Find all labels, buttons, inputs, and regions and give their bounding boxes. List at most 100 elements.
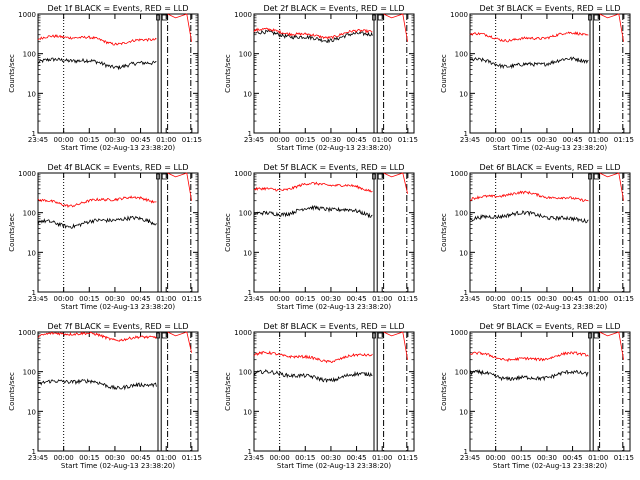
x-tick-label: 01:00 bbox=[588, 136, 608, 144]
panel-2: Det 2f BLACK = Events, RED = LLD 1 10 100 10… bbox=[224, 4, 418, 152]
y-tick-label: 1 bbox=[32, 448, 36, 456]
lld-series bbox=[469, 351, 589, 363]
x-tick-label: 00:30 bbox=[321, 136, 341, 144]
y-axis-label: Counts/sec bbox=[8, 372, 16, 411]
x-tick-label: 00:15 bbox=[295, 136, 315, 144]
x-tick-label: 00:30 bbox=[537, 295, 557, 303]
y-tick-label: 100 bbox=[239, 51, 252, 59]
x-tick-label: 01:00 bbox=[588, 454, 608, 462]
y-tick-label: 1000 bbox=[234, 11, 252, 19]
y-tick-label: 1 bbox=[32, 130, 36, 138]
x-axis-label: Start Time (02-Aug-13 23:38:20) bbox=[277, 144, 391, 152]
y-axis-label: Counts/sec bbox=[440, 213, 448, 252]
x-tick-label: 01:00 bbox=[156, 295, 176, 303]
x-tick-label: 23:45 bbox=[244, 454, 264, 462]
x-tick-label: 23:45 bbox=[460, 454, 480, 462]
x-tick-label: 00:15 bbox=[79, 454, 99, 462]
lld-spike bbox=[383, 13, 408, 42]
lld-series bbox=[469, 31, 589, 43]
x-tick-label: 00:15 bbox=[511, 295, 531, 303]
x-tick-label: 00:15 bbox=[79, 295, 99, 303]
events-series bbox=[37, 378, 157, 391]
panel-title: Det 8f BLACK = Events, RED = LLD bbox=[263, 322, 404, 331]
x-tick-label: 00:00 bbox=[270, 454, 290, 462]
x-tick-label: 00:45 bbox=[346, 295, 366, 303]
y-tick-label: 1000 bbox=[450, 11, 468, 19]
events-series bbox=[469, 56, 589, 70]
x-tick-label: 00:00 bbox=[270, 136, 290, 144]
panel-title: Det 9f BLACK = Events, RED = LLD bbox=[479, 322, 620, 331]
x-tick-label: 00:15 bbox=[511, 454, 531, 462]
lld-spike bbox=[599, 172, 624, 201]
y-axis-label: Counts/sec bbox=[224, 213, 232, 252]
bar-cap-left bbox=[588, 173, 592, 180]
x-tick-label: 00:45 bbox=[346, 136, 366, 144]
y-tick-label: 1000 bbox=[450, 329, 468, 337]
bar-cap-left bbox=[588, 332, 592, 339]
x-tick-label: 00:00 bbox=[54, 454, 74, 462]
x-tick-label: 01:00 bbox=[372, 454, 392, 462]
panel-title: Det 3f BLACK = Events, RED = LLD bbox=[479, 4, 620, 13]
y-axis-label: Counts/sec bbox=[224, 372, 232, 411]
panel-5: Det 5f BLACK = Events, RED = LLD 1 10 100 10… bbox=[224, 163, 418, 311]
y-axis-label: Counts/sec bbox=[224, 54, 232, 93]
y-axis-label: Counts/sec bbox=[440, 54, 448, 93]
x-tick-label: 00:30 bbox=[105, 295, 125, 303]
x-tick-label: 00:15 bbox=[295, 295, 315, 303]
panel-title: Det 4f BLACK = Events, RED = LLD bbox=[47, 163, 188, 172]
lld-series bbox=[253, 350, 373, 364]
y-axis-label: Counts/sec bbox=[8, 213, 16, 252]
panel-title: Det 5f BLACK = Events, RED = LLD bbox=[263, 163, 404, 172]
y-tick-label: 10 bbox=[243, 408, 252, 416]
lld-spike bbox=[167, 331, 192, 353]
x-tick-label: 00:30 bbox=[105, 136, 125, 144]
x-tick-label: 00:45 bbox=[130, 454, 150, 462]
y-tick-label: 10 bbox=[459, 249, 468, 257]
x-tick-label: 01:15 bbox=[182, 136, 202, 144]
events-series bbox=[253, 204, 373, 219]
events-series bbox=[469, 369, 589, 382]
x-tick-label: 23:45 bbox=[460, 136, 480, 144]
x-tick-label: 01:15 bbox=[398, 454, 418, 462]
x-tick-label: 00:45 bbox=[346, 454, 366, 462]
y-tick-label: 100 bbox=[239, 369, 252, 377]
y-tick-label: 100 bbox=[23, 210, 36, 218]
plot-frame bbox=[253, 13, 415, 134]
plot-frame bbox=[469, 331, 631, 452]
x-tick-label: 23:45 bbox=[460, 295, 480, 303]
lld-series bbox=[469, 190, 589, 202]
plot-frame bbox=[37, 172, 199, 293]
y-tick-label: 10 bbox=[27, 90, 36, 98]
x-tick-label: 01:00 bbox=[588, 295, 608, 303]
x-tick-label: 00:45 bbox=[562, 454, 582, 462]
panel-9: Det 9f BLACK = Events, RED = LLD 1 10 100 10… bbox=[440, 322, 634, 470]
x-tick-label: 23:45 bbox=[28, 295, 48, 303]
bar-cap-left bbox=[372, 173, 376, 180]
x-axis-label: Start Time (02-Aug-13 23:38:20) bbox=[493, 462, 607, 470]
bar-cap-left bbox=[156, 173, 160, 180]
y-tick-label: 100 bbox=[455, 51, 468, 59]
lld-spike bbox=[167, 13, 192, 42]
y-tick-label: 1 bbox=[248, 448, 252, 456]
x-tick-label: 00:00 bbox=[486, 454, 506, 462]
y-tick-label: 1 bbox=[464, 130, 468, 138]
x-tick-label: 01:00 bbox=[156, 454, 176, 462]
y-tick-label: 1000 bbox=[18, 11, 36, 19]
y-tick-label: 1 bbox=[32, 289, 36, 297]
panel-title: Det 6f BLACK = Events, RED = LLD bbox=[479, 163, 620, 172]
y-tick-label: 10 bbox=[243, 249, 252, 257]
lld-spike bbox=[383, 172, 408, 194]
x-tick-label: 00:15 bbox=[295, 454, 315, 462]
y-tick-label: 1000 bbox=[18, 170, 36, 178]
panel-title: Det 1f BLACK = Events, RED = LLD bbox=[47, 4, 188, 13]
x-tick-label: 23:45 bbox=[244, 295, 264, 303]
x-tick-label: 01:15 bbox=[614, 454, 634, 462]
panel-4: Det 4f BLACK = Events, RED = LLD 1 10 100 10… bbox=[8, 163, 202, 311]
panel-title: Det 2f BLACK = Events, RED = LLD bbox=[263, 4, 404, 13]
x-tick-label: 00:00 bbox=[486, 136, 506, 144]
x-tick-label: 00:45 bbox=[130, 295, 150, 303]
lld-spike bbox=[599, 13, 624, 42]
panel-6: Det 6f BLACK = Events, RED = LLD 1 10 100 10… bbox=[440, 163, 634, 311]
x-tick-label: 00:00 bbox=[54, 295, 74, 303]
y-tick-label: 10 bbox=[27, 249, 36, 257]
